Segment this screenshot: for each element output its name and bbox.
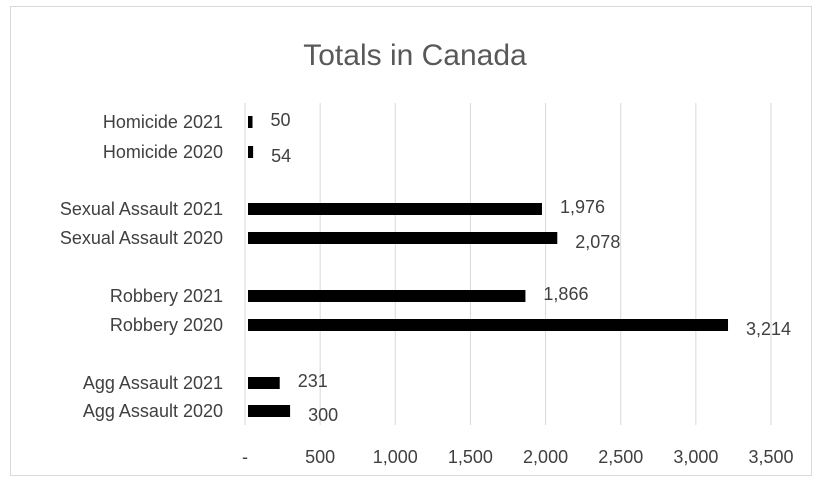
x-tick-label: - (242, 447, 248, 467)
x-tick-label: 2,500 (598, 447, 643, 467)
bar (248, 319, 729, 331)
x-tick-label: 3,500 (748, 447, 793, 467)
x-tick-label: 3,000 (673, 447, 718, 467)
data-label: 50 (271, 110, 291, 130)
data-label: 2,078 (575, 232, 620, 252)
data-label: 300 (308, 405, 338, 425)
x-tick-label: 1,500 (448, 447, 493, 467)
data-label: 231 (298, 371, 328, 391)
category-label: Sexual Assault 2020 (60, 228, 223, 248)
category-label: Robbery 2021 (110, 286, 223, 306)
category-label: Sexual Assault 2021 (60, 199, 223, 219)
category-label: Homicide 2020 (103, 142, 223, 162)
data-label: 54 (271, 146, 291, 166)
data-label: 1,976 (560, 197, 605, 217)
data-label: 3,214 (746, 319, 791, 339)
bar (248, 146, 254, 158)
bar (248, 203, 542, 215)
chart-title: Totals in Canada (303, 39, 527, 72)
x-tick-label: 500 (305, 447, 335, 467)
bar (248, 232, 558, 244)
category-label: Agg Assault 2021 (83, 373, 223, 393)
bar (248, 290, 526, 302)
chart-frame: Totals in Canada - 500 1,000 1,500 2,000 2,50… (10, 6, 812, 476)
category-label: Robbery 2020 (110, 315, 223, 335)
bar (248, 405, 291, 417)
category-label: Agg Assault 2020 (83, 401, 223, 421)
bar (248, 116, 253, 128)
data-label: 1,866 (543, 284, 588, 304)
x-tick-label: 2,000 (523, 447, 568, 467)
x-tick-label: 1,000 (373, 447, 418, 467)
category-label: Homicide 2021 (103, 112, 223, 132)
bar (248, 377, 280, 389)
bar-chart: Totals in Canada - 500 1,000 1,500 2,000 2,50… (60, 39, 794, 467)
